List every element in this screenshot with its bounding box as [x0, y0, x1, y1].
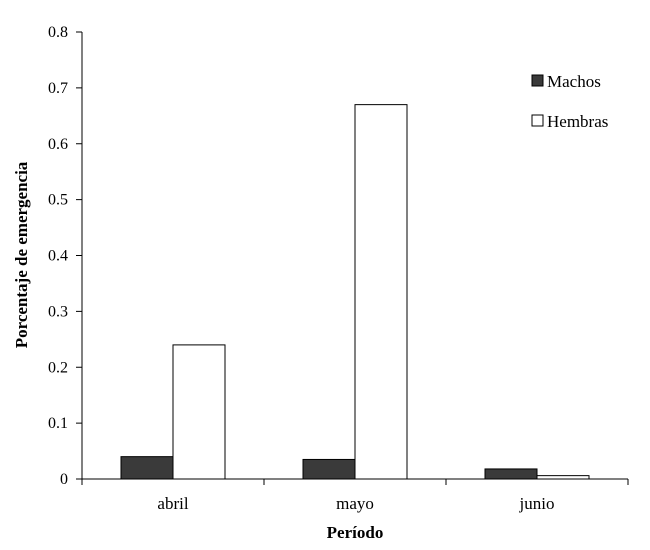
x-axis-title: Período: [327, 523, 384, 542]
bar-hembras-mayo: [354, 104, 408, 480]
y-axis-ticks: 0 0.1 0.2 0.3 0.4 0.5 0.6 0.7 0.8: [48, 24, 82, 488]
bar-machos-mayo: [302, 458, 356, 480]
y-tick-label: 0.8: [48, 24, 68, 41]
y-tick-label: 0: [60, 471, 68, 488]
bar-hembras-junio: [536, 475, 590, 480]
x-tick-label: abril: [157, 494, 188, 513]
y-tick-label: 0.3: [48, 303, 68, 320]
y-tick-label: 0.5: [48, 192, 68, 209]
bar-machos-abril: [120, 456, 174, 480]
x-tick-label: junio: [519, 494, 555, 513]
y-tick-label: 0.2: [48, 359, 68, 376]
bars: [120, 104, 590, 480]
legend-label-machos: Machos: [547, 72, 601, 91]
y-tick-label: 0.6: [48, 136, 68, 153]
bar-hembras-abril: [172, 344, 226, 480]
legend: Machos Hembras: [531, 72, 608, 131]
y-axis-title: Porcentaje de emergencia: [12, 161, 31, 348]
bar-machos-junio: [484, 468, 538, 480]
x-tick-label: mayo: [336, 494, 374, 513]
y-tick-label: 0.7: [48, 80, 68, 97]
y-tick-label: 0.4: [48, 248, 68, 265]
legend-swatch-machos: [531, 74, 544, 87]
y-tick-label: 0.1: [48, 415, 68, 432]
legend-label-hembras: Hembras: [547, 112, 608, 131]
x-axis-tick-labels: abril mayo junio: [81, 479, 629, 513]
legend-swatch-hembras: [531, 114, 544, 127]
